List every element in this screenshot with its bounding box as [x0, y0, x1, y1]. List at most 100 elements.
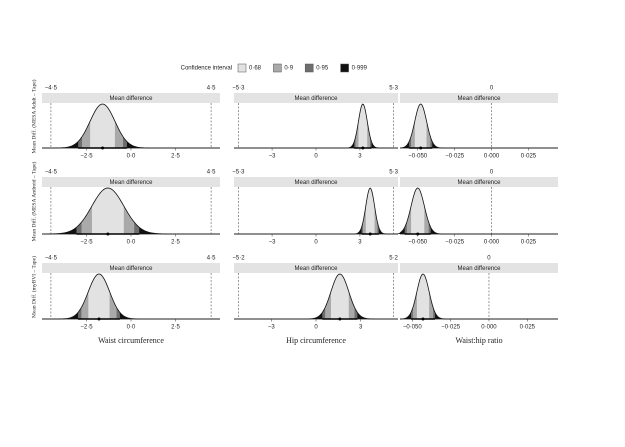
strip [400, 177, 558, 187]
x-tick-label: −0·025 [441, 325, 461, 331]
panel: Mean difference −5·2 5·2 −3 0 3 [232, 256, 398, 331]
legend-swatch [237, 63, 247, 73]
reference-label: 5·3 [389, 170, 398, 176]
x-tick-label: 2·5 [171, 240, 180, 246]
strip [42, 263, 220, 273]
reference-label: 4·5 [207, 256, 216, 262]
density-curve [42, 273, 220, 320]
mean-point [106, 232, 110, 236]
strip [42, 177, 220, 187]
x-tick-label: 2·5 [171, 325, 180, 331]
interval-region [414, 104, 427, 148]
reference-label: −4·5 [45, 86, 58, 92]
x-tick-label: 0·0 [127, 325, 136, 331]
legend-label: 0·999 [352, 66, 368, 72]
legend-label: 0·9 [284, 66, 293, 72]
mean-point [419, 146, 423, 150]
row-label: Mean Diff. (MESA Android – Tape) [30, 161, 37, 241]
x-tick-label: 0 [314, 240, 318, 246]
panel-title: Mean difference [110, 180, 154, 186]
panel-title: Mean difference [458, 180, 502, 186]
panel-title: Mean difference [295, 96, 339, 102]
x-tick-label: 0·000 [484, 154, 500, 160]
x-tick-label: −0·050 [403, 325, 423, 331]
interval-region [411, 188, 425, 234]
reference-label: −4·5 [45, 170, 58, 176]
panel: Mean difference −5·3 5·3 −3 0 3 [232, 86, 398, 160]
interval-region [88, 274, 110, 319]
x-tick-label: 0 [314, 325, 318, 331]
reference-label: 4·5 [207, 86, 216, 92]
x-tick-label: −3 [269, 240, 277, 246]
x-tick-label: −2·5 [80, 154, 93, 160]
row-label: Mean Diff. (myBVI – Tape) [30, 256, 37, 318]
panel: Mean difference 0 −0·050 −0·025 0·000 0·025 [399, 86, 558, 160]
x-tick-label: −3 [269, 154, 277, 160]
reference-label: −5·3 [232, 170, 245, 176]
legend-title: Confidence interval [181, 66, 232, 72]
panel-title: Mean difference [295, 266, 339, 272]
x-tick-label: 3 [359, 325, 363, 331]
interval-region [91, 188, 124, 234]
reference-label: −5·3 [232, 86, 245, 92]
x-tick-label: −0·025 [445, 240, 465, 246]
row-label: Mean Diff. (MESA Adult – Tape) [30, 79, 37, 153]
legend-label: 0·68 [249, 66, 262, 72]
panel: Mean difference −4·5 4·5 −2·5 0·0 2·5 [41, 170, 220, 246]
legend-swatch [304, 63, 314, 73]
density-curve [234, 273, 398, 320]
legend-swatch [273, 63, 282, 73]
column-label: Hip circumference [286, 336, 346, 345]
panel-title: Mean difference [458, 266, 502, 272]
interval-region [330, 274, 349, 319]
mean-point [101, 146, 105, 150]
x-tick-label: 2·5 [171, 154, 180, 160]
x-tick-label: −0·050 [408, 240, 428, 246]
strip [234, 177, 398, 187]
x-tick-label: −2·5 [80, 325, 93, 331]
x-tick-label: 3 [358, 154, 362, 160]
interval-region [416, 274, 430, 319]
interval-region [365, 188, 375, 234]
density-curve [234, 103, 398, 149]
legend-label: 0·95 [316, 66, 329, 72]
interval-region [90, 104, 115, 148]
reference-label: 4·5 [207, 170, 216, 176]
panel-title: Mean difference [110, 266, 154, 272]
x-tick-label: 0·0 [127, 240, 136, 246]
strip [42, 93, 220, 103]
strip [400, 93, 558, 103]
x-tick-label: 0·025 [520, 325, 536, 331]
panel-title: Mean difference [458, 96, 502, 102]
x-tick-label: 3 [358, 240, 362, 246]
strip [234, 93, 398, 103]
mean-point [97, 317, 101, 321]
x-tick-label: 0·025 [521, 154, 537, 160]
reference-label: 0 [490, 86, 494, 92]
legend-swatch [340, 63, 349, 73]
x-tick-label: 0·025 [521, 240, 537, 246]
mean-point [421, 317, 425, 321]
x-tick-label: −3 [268, 325, 276, 331]
mean-point [361, 146, 365, 150]
reference-label: 0 [487, 256, 491, 262]
density-curve [42, 103, 220, 149]
reference-label: −5·2 [232, 256, 245, 262]
x-tick-label: −2·5 [80, 240, 93, 246]
panel-title: Mean difference [110, 96, 154, 102]
interval-region [358, 104, 368, 148]
panel-title: Mean difference [295, 180, 339, 186]
x-tick-label: 0·000 [481, 325, 497, 331]
strip [400, 263, 558, 273]
panel: Mean difference 0 −0·050 −0·025 0·000 0·025 [399, 256, 558, 331]
reference-label: 0 [490, 170, 494, 176]
panel: Mean difference −4·5 4·5 −2·5 0·0 2·5 [42, 86, 220, 160]
panel: Mean difference −5·3 5·3 −3 0 3 [232, 170, 398, 246]
reference-label: 5·2 [389, 256, 398, 262]
column-label: Waist:hip ratio [455, 336, 502, 345]
x-tick-label: 0·000 [484, 240, 500, 246]
reference-label: 5·3 [389, 86, 398, 92]
x-tick-label: 0 [314, 154, 318, 160]
